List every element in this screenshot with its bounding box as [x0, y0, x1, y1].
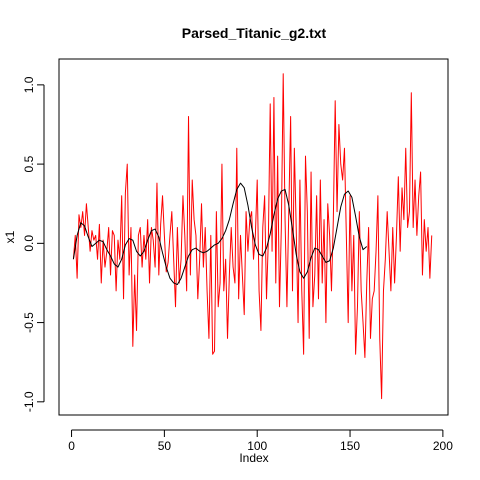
x-axis: 0 50 100 150 200 [68, 429, 453, 453]
x-tick-label: 100 [247, 439, 267, 453]
series-line-1 [72, 73, 433, 400]
x-tick-label: 200 [433, 439, 453, 453]
series-layer [72, 73, 433, 400]
plot-frame [58, 58, 449, 416]
y-tick-label: 1.0 [22, 76, 36, 93]
y-axis: -1.0 -0.5 0.0 0.5 1.0 [22, 76, 45, 412]
x-axis-label: Index [239, 451, 268, 465]
series-line-2 [72, 182, 368, 286]
y-tick-label: 0.5 [22, 155, 36, 172]
chart-title: Parsed_Titanic_g2.txt [182, 25, 327, 41]
y-tick-label: -0.5 [22, 312, 36, 333]
x-tick-label: 0 [68, 439, 75, 453]
y-axis-label: x1 [3, 230, 17, 243]
x-tick-label: 50 [158, 439, 172, 453]
y-tick-label: 0.0 [22, 235, 36, 252]
y-tick-label: -1.0 [22, 391, 36, 412]
x-tick-label: 150 [340, 439, 360, 453]
